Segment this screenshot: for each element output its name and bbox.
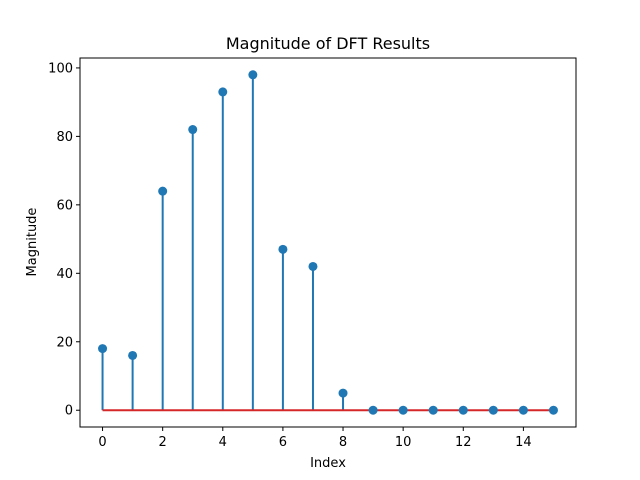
stem-marker (428, 405, 438, 415)
y-tick-label: 100 (48, 61, 73, 76)
x-tick-label: 2 (159, 435, 167, 450)
plot-frame (79, 57, 577, 428)
x-tick-label: 8 (339, 435, 347, 450)
x-axis-label: Index (310, 456, 346, 471)
stem-marker (338, 388, 348, 398)
y-axis-label: Magnitude (25, 208, 40, 277)
x-tick-label: 4 (219, 435, 227, 450)
stem-marker (368, 405, 378, 415)
stem-marker (308, 261, 318, 271)
stem-marker (158, 186, 168, 196)
stem-marker (128, 350, 138, 360)
plot-layer: 0 2 4 6 8 10 12 14 0 20 40 60 80 100 (48, 61, 558, 450)
x-tick-label: 0 (98, 435, 106, 450)
x-tick-label: 10 (395, 435, 412, 450)
stem-marker (218, 87, 228, 97)
x-tick-label: 14 (515, 435, 532, 450)
y-tick-label: 20 (56, 335, 73, 350)
x-tick-label: 6 (279, 435, 287, 450)
stem-marker (548, 405, 558, 415)
stem-marker (248, 70, 258, 80)
stem-marker (98, 344, 108, 354)
y-tick-label: 80 (56, 130, 73, 145)
stem-marker (188, 125, 198, 135)
chart-title: Magnitude of DFT Results (226, 34, 430, 53)
x-tick-label: 12 (455, 435, 472, 450)
stem-marker (518, 405, 528, 415)
stem-marker (488, 405, 498, 415)
y-tick-label: 0 (65, 404, 73, 419)
stem-marker (398, 405, 408, 415)
y-tick-label: 60 (56, 198, 73, 213)
y-tick-label: 40 (56, 267, 73, 282)
stem-marker (278, 244, 288, 254)
stem-marker (458, 405, 468, 415)
